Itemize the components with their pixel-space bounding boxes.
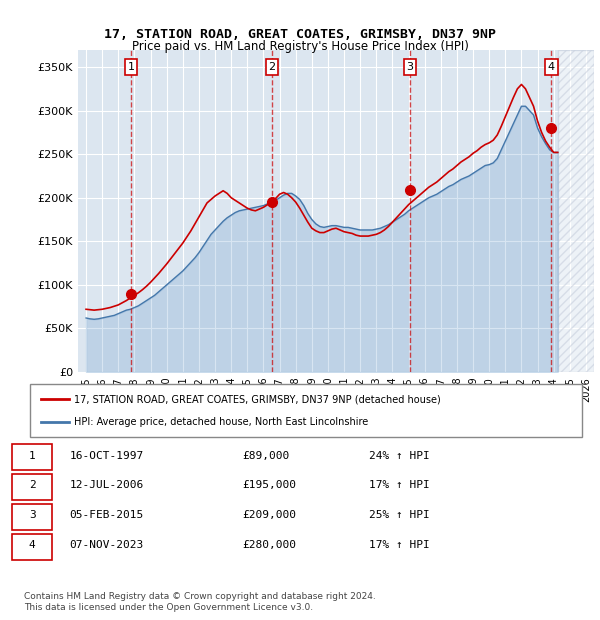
Text: 25% ↑ HPI: 25% ↑ HPI bbox=[369, 510, 430, 520]
FancyBboxPatch shape bbox=[30, 384, 582, 437]
FancyBboxPatch shape bbox=[12, 444, 52, 470]
Text: 17, STATION ROAD, GREAT COATES, GRIMSBY, DN37 9NP (detached house): 17, STATION ROAD, GREAT COATES, GRIMSBY,… bbox=[74, 394, 441, 404]
Text: Contains HM Land Registry data © Crown copyright and database right 2024.
This d: Contains HM Land Registry data © Crown c… bbox=[24, 592, 376, 611]
Text: 2: 2 bbox=[29, 480, 35, 490]
Text: 24% ↑ HPI: 24% ↑ HPI bbox=[369, 451, 430, 461]
Text: Price paid vs. HM Land Registry's House Price Index (HPI): Price paid vs. HM Land Registry's House … bbox=[131, 40, 469, 53]
Text: £195,000: £195,000 bbox=[242, 480, 296, 490]
Text: 05-FEB-2015: 05-FEB-2015 bbox=[70, 510, 144, 520]
Text: 17% ↑ HPI: 17% ↑ HPI bbox=[369, 480, 430, 490]
Text: 4: 4 bbox=[548, 62, 555, 72]
Text: 16-OCT-1997: 16-OCT-1997 bbox=[70, 451, 144, 461]
Text: 07-NOV-2023: 07-NOV-2023 bbox=[70, 541, 144, 551]
Bar bbox=[558, 50, 594, 372]
FancyBboxPatch shape bbox=[12, 503, 52, 529]
Text: 1: 1 bbox=[29, 451, 35, 461]
Text: 17% ↑ HPI: 17% ↑ HPI bbox=[369, 541, 430, 551]
Text: 3: 3 bbox=[407, 62, 413, 72]
FancyBboxPatch shape bbox=[12, 534, 52, 560]
Text: 1: 1 bbox=[128, 62, 134, 72]
Text: 3: 3 bbox=[29, 510, 35, 520]
Text: £280,000: £280,000 bbox=[242, 541, 296, 551]
Text: 4: 4 bbox=[29, 541, 35, 551]
Text: 2: 2 bbox=[268, 62, 275, 72]
Text: 12-JUL-2006: 12-JUL-2006 bbox=[70, 480, 144, 490]
Text: 17, STATION ROAD, GREAT COATES, GRIMSBY, DN37 9NP: 17, STATION ROAD, GREAT COATES, GRIMSBY,… bbox=[104, 28, 496, 41]
Text: £209,000: £209,000 bbox=[242, 510, 296, 520]
Text: £89,000: £89,000 bbox=[242, 451, 290, 461]
FancyBboxPatch shape bbox=[12, 474, 52, 500]
Text: HPI: Average price, detached house, North East Lincolnshire: HPI: Average price, detached house, Nort… bbox=[74, 417, 368, 427]
